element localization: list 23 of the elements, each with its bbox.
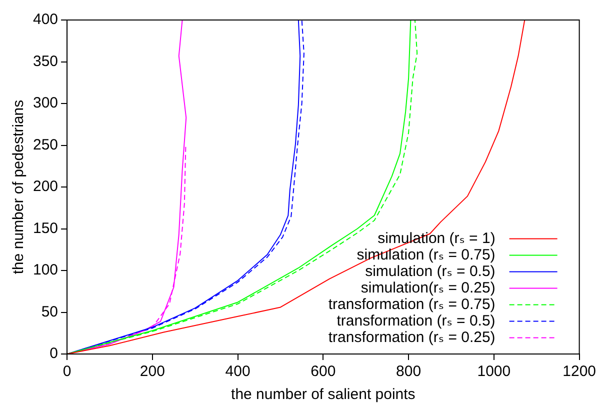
y-tick-label: 50: [41, 303, 58, 320]
x-axis-title: the number of salient points: [231, 386, 416, 404]
legend-label: transformation (rₛ = 0.25): [328, 328, 496, 346]
legend-label: transformation (rₛ = 0.5): [336, 312, 496, 330]
x-tick-label: 1200: [562, 363, 596, 380]
y-tick-label: 400: [32, 11, 58, 28]
x-tick-label: 400: [225, 363, 250, 380]
y-tick-label: 150: [32, 220, 58, 237]
x-tick-label: 800: [396, 363, 422, 380]
x-tick-label: 0: [62, 363, 72, 380]
x-tick-label: 600: [310, 363, 336, 380]
x-tick-label: 1000: [477, 363, 511, 380]
y-tick-label: 250: [32, 136, 58, 154]
y-tick-label: 300: [32, 94, 58, 112]
legend-label: transformation (rₛ = 0.75): [328, 296, 496, 313]
legend-label: simulation (rₛ = 0.5): [365, 262, 496, 280]
x-tick-label: 200: [140, 363, 165, 380]
y-axis-title: the number of pedestrians: [10, 100, 28, 274]
y-tick-label: 350: [32, 52, 58, 70]
y-tick-label: 200: [32, 178, 58, 196]
legend-label: simulation(rₛ = 0.25): [360, 279, 496, 296]
y-tick-label: 100: [32, 262, 58, 279]
y-tick-label: 0: [50, 345, 58, 362]
